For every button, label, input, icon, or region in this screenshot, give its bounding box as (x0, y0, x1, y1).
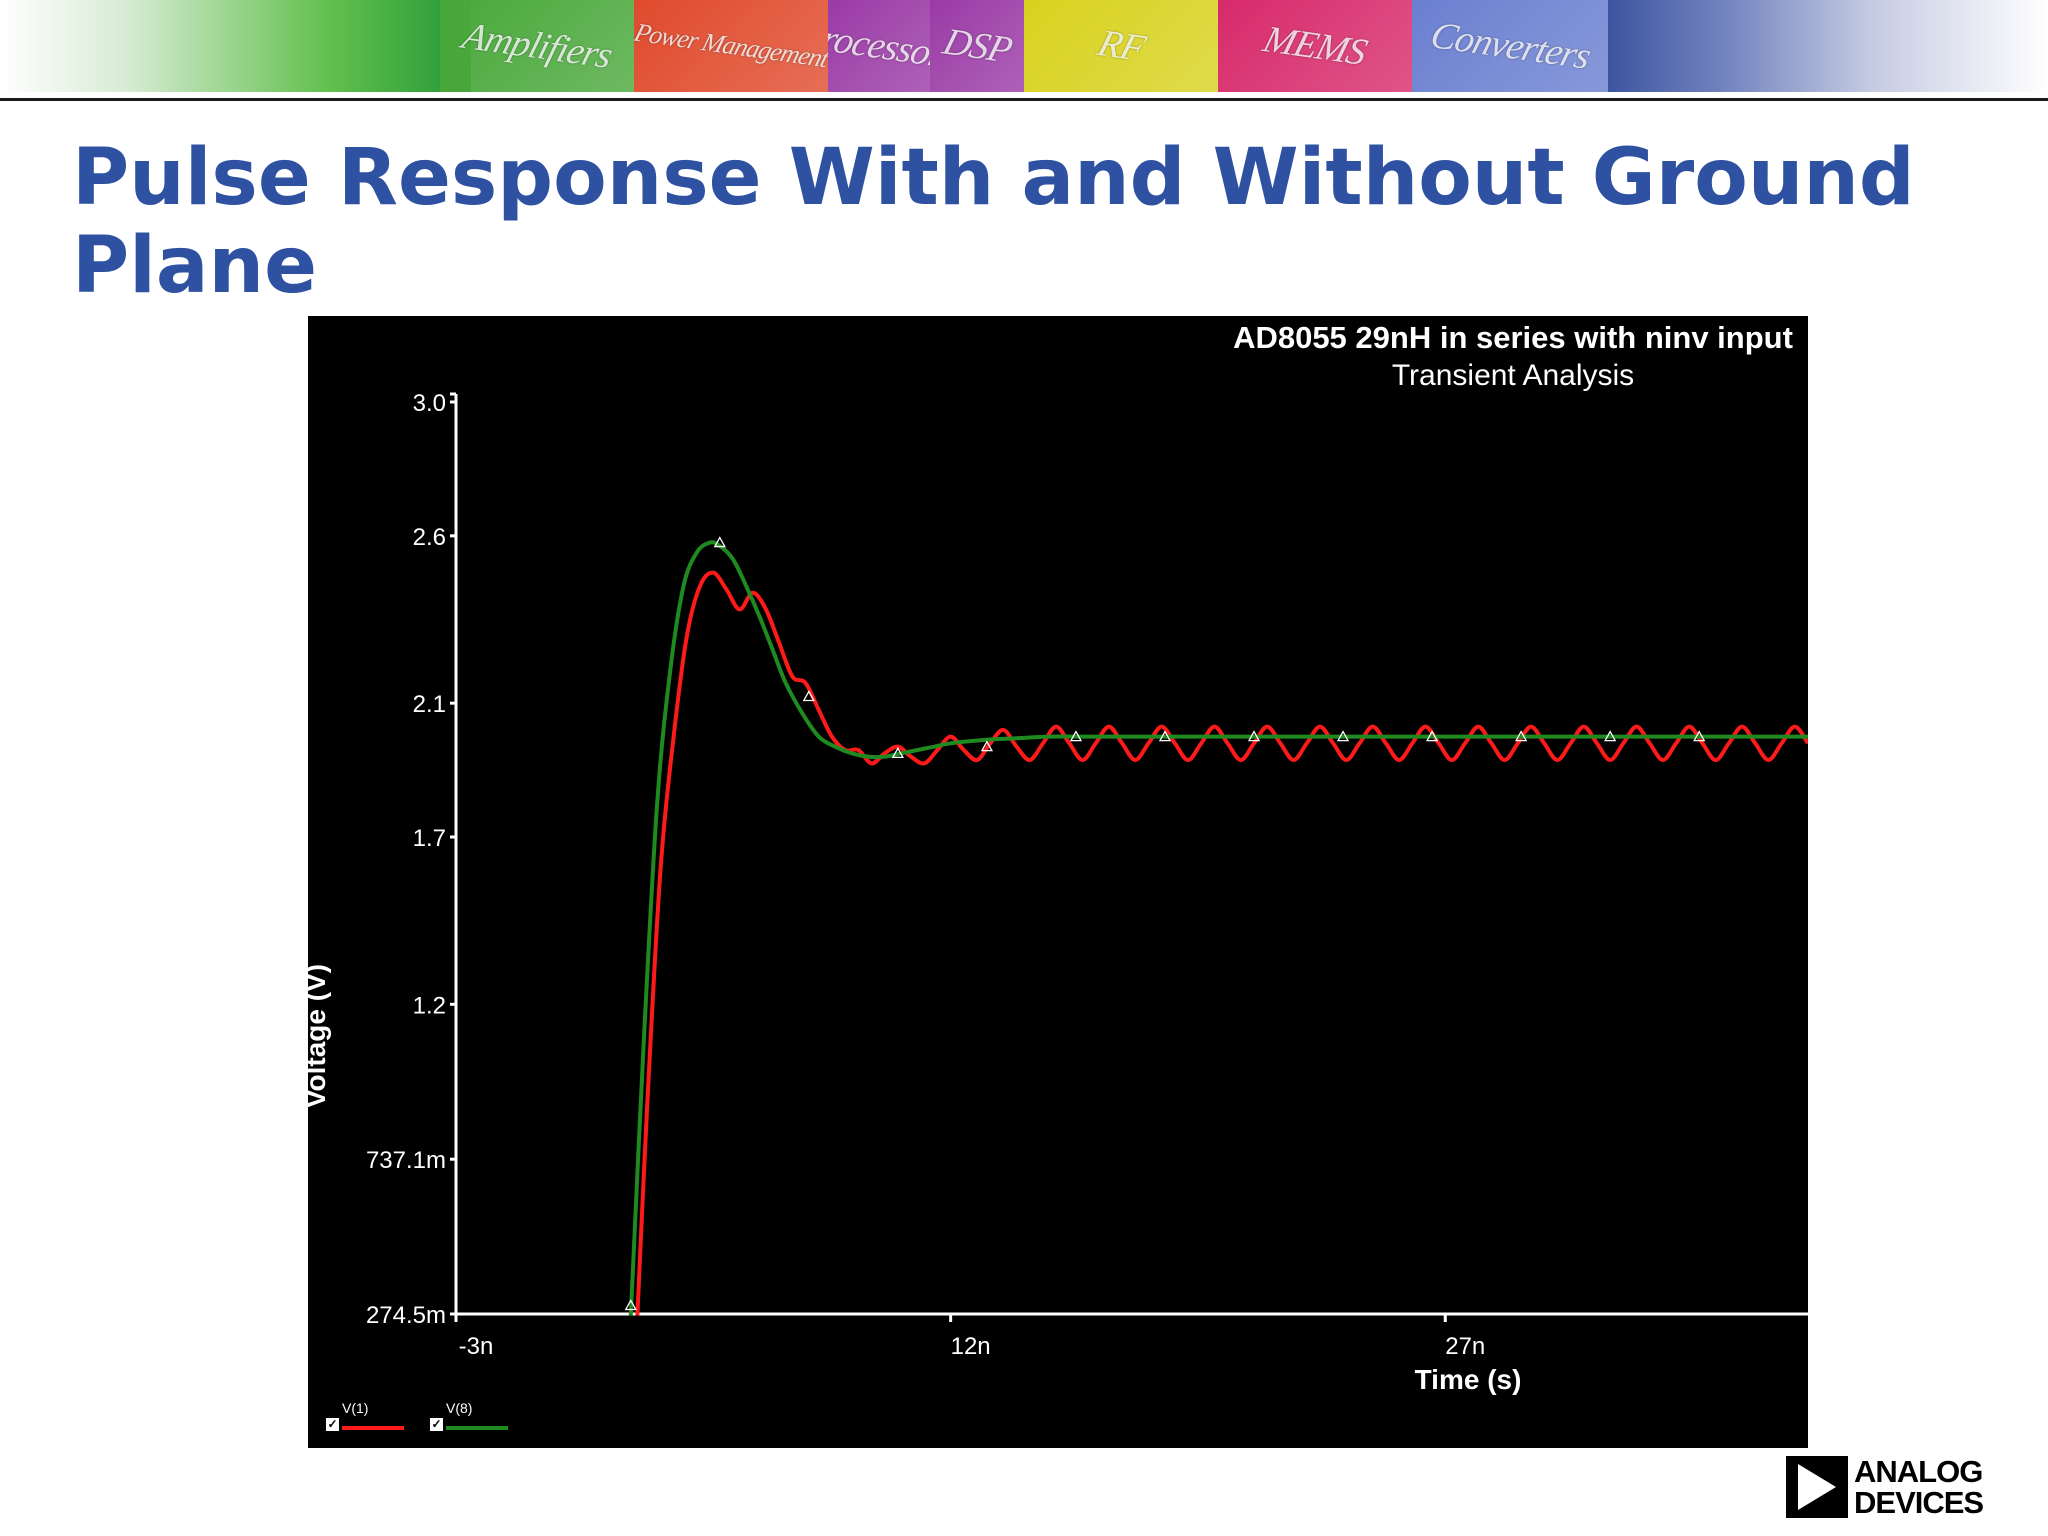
data-marker (1604, 730, 1617, 742)
slide-title: Pulse Response With and Without Ground P… (72, 133, 1915, 311)
y-tick-label: 3.0 (413, 390, 446, 417)
logo-text: ANALOG DEVICES (1854, 1454, 1984, 1520)
legend-swatch-v1 (342, 1426, 404, 1430)
banner-tile-label: RF (1093, 22, 1149, 70)
banner-tile-processors: Processors (828, 0, 930, 92)
y-tick-label: 1.2 (413, 992, 446, 1019)
data-marker (713, 536, 726, 548)
chart-subtitle: Transient Analysis (1391, 359, 1635, 392)
data-marker (1693, 730, 1706, 742)
legend-label-v1: V(1) (342, 1400, 369, 1416)
banner-tile-label: Power Management (634, 17, 828, 74)
banner-fade (1608, 0, 2048, 92)
y-tick-label: 2.6 (413, 524, 446, 551)
data-marker (980, 740, 994, 752)
legend-checkbox-v8[interactable]: ✓ (430, 1417, 443, 1431)
data-marker (1515, 730, 1528, 742)
data-marker (802, 690, 815, 702)
series-line-v1 (635, 570, 1808, 1316)
banner-tile-dsp: DSP (930, 0, 1024, 92)
banner-tile-amplifiers: Amplifiers (440, 0, 634, 92)
data-marker (1247, 730, 1261, 742)
header-rule (0, 98, 2048, 101)
series-line-v8 (628, 540, 1808, 1316)
y-tick-label: 1.7 (413, 825, 446, 852)
banner-tile-label: Processors (828, 14, 930, 78)
legend-label-v8: V(8) (446, 1400, 473, 1416)
banner-tile-rf: RF (1024, 0, 1218, 92)
data-marker (1069, 730, 1083, 742)
data-marker (891, 747, 904, 758)
x-axis-label: Time (s) (1414, 1364, 1522, 1395)
y-tick-label: 2.1 (413, 691, 446, 718)
data-marker (1158, 730, 1172, 742)
pulse-response-chart: 3.0 2.6 2.1 1.7 1.2 737.1m 274.5m -3n 12n 27n (366, 390, 1808, 1360)
legend-item-v8[interactable]: ✓ V(8) (430, 1398, 520, 1438)
banner-tile-converters: Converters (1412, 0, 1608, 92)
data-marker (624, 1299, 637, 1311)
chart-legend: ✓ V(1) ✓ V(8) (326, 1398, 520, 1438)
banner-tile-power-management: Power Management (634, 0, 828, 92)
banner-tile-label: DSP (938, 20, 1016, 72)
logo-triangle-icon (1786, 1456, 1848, 1518)
legend-checkbox-v1[interactable]: ✓ (326, 1417, 339, 1431)
logo-line-1: ANALOG (1854, 1454, 1983, 1489)
x-tick-label: 12n (951, 1333, 991, 1360)
banner-tile-label: MEMS (1258, 18, 1372, 74)
legend-item-v1[interactable]: ✓ V(1) (326, 1398, 416, 1438)
x-tick-label: -3n (459, 1333, 494, 1360)
data-marker (1425, 730, 1439, 742)
banner-tile-label: Amplifiers (457, 15, 617, 77)
banner-tile-mems: MEMS (1218, 0, 1412, 92)
data-marker (1336, 730, 1350, 742)
legend-swatch-v8 (446, 1426, 508, 1430)
y-axis-label: Voltage (V) (300, 963, 331, 1109)
x-tick-label: 27n (1445, 1333, 1485, 1360)
chart-title: AD8055 29nH in series with ninv input (1233, 320, 1793, 355)
y-tick-label: 274.5m (366, 1302, 446, 1329)
y-tick-label: 737.1m (366, 1147, 446, 1174)
banner-tile-label: Converters (1425, 14, 1595, 78)
analog-devices-logo: ANALOG DEVICES (1786, 1456, 1996, 1518)
chart-panel: 3.0 2.6 2.1 1.7 1.2 737.1m 274.5m -3n 12n 27n AD8… (300, 316, 1808, 1448)
logo-line-2: DEVICES (1854, 1485, 1984, 1520)
